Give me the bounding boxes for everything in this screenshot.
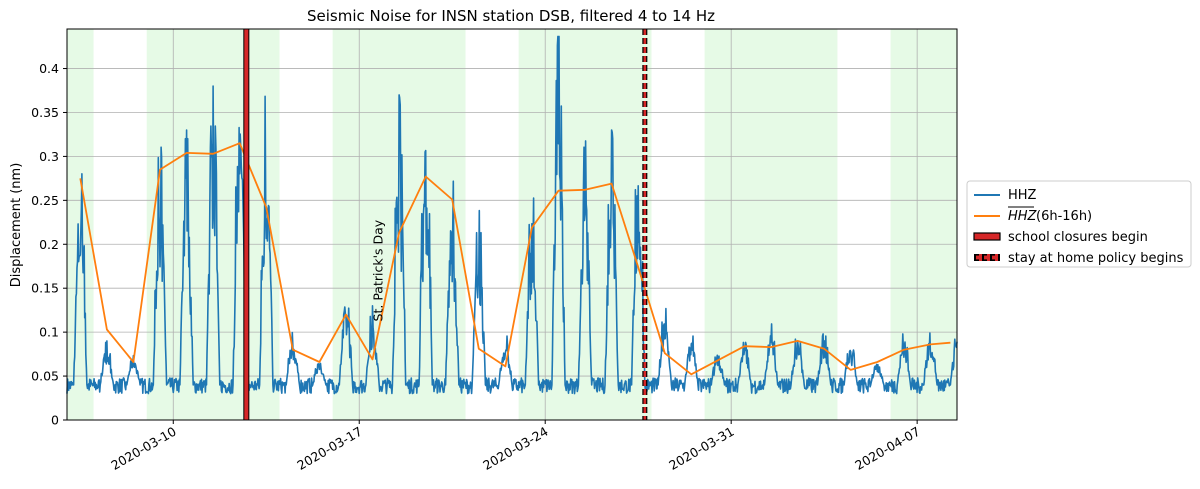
legend-swatch-home bbox=[974, 254, 1000, 261]
y-tick-label-4: 0.2 bbox=[39, 237, 59, 252]
mean-series bbox=[79, 142, 951, 376]
axes-frame bbox=[66, 28, 958, 421]
y-tick-label-8: 0.4 bbox=[39, 61, 59, 76]
hhz-line bbox=[66, 35, 958, 395]
weekday-shade-3 bbox=[518, 29, 652, 420]
legend: HHZ HHZ (6h-16h) school closures begin s… bbox=[966, 180, 1192, 268]
annotation-st-patricks-day: St. Patrick's Day bbox=[371, 219, 386, 321]
legend-label-mean-symbol: HHZ bbox=[1008, 209, 1038, 224]
event-line-school bbox=[243, 28, 250, 421]
legend-label-school: school closures begin bbox=[1008, 230, 1148, 245]
y-tick-label-3: 0.15 bbox=[31, 281, 59, 296]
legend-box bbox=[966, 180, 1192, 268]
chart-title: Seismic Noise for INSN station DSB, filt… bbox=[307, 7, 715, 25]
hhz-series bbox=[66, 35, 958, 395]
y-axis-label: Displacement (nm) bbox=[9, 163, 24, 288]
y-tick-label-5: 0.25 bbox=[31, 193, 59, 208]
plot-frame bbox=[66, 28, 958, 421]
weekday-shade-4 bbox=[704, 29, 838, 420]
mean-line bbox=[79, 142, 951, 376]
legend-label-home: stay at home policy begins bbox=[1008, 251, 1184, 266]
legend-label-hhz: HHZ bbox=[1008, 188, 1037, 203]
legend-label-mean-suffix: (6h-16h) bbox=[1036, 209, 1092, 224]
legend-swatch-school bbox=[973, 232, 1001, 241]
y-tick-label-1: 0.05 bbox=[31, 369, 59, 384]
y-tick-label-2: 0.1 bbox=[39, 325, 59, 340]
y-tick-label-6: 0.3 bbox=[39, 149, 59, 164]
y-tick-label-7: 0.35 bbox=[31, 105, 59, 120]
y-tick-label-0: 0 bbox=[51, 413, 59, 428]
annotations: St. Patrick's Day bbox=[371, 219, 386, 321]
